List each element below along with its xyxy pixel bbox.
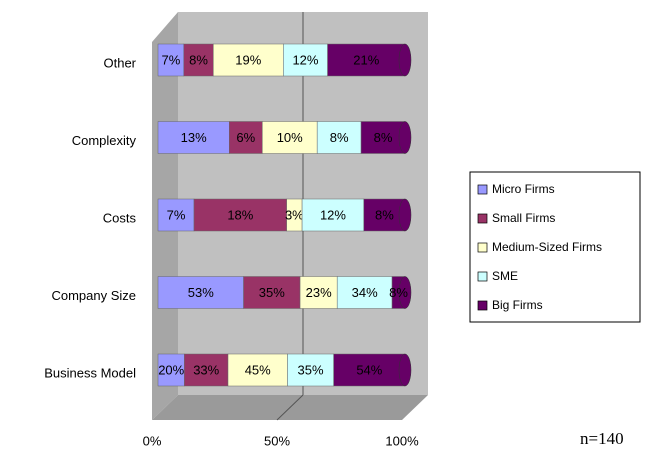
data-label: 35% <box>298 362 324 377</box>
bar-segment <box>327 43 406 77</box>
bar-segment <box>243 276 301 309</box>
y-tick-label: Costs <box>103 210 137 225</box>
bar-end-cap <box>398 43 412 77</box>
data-label: 12% <box>292 52 318 67</box>
bar-segment <box>213 43 284 77</box>
legend-label: Big Firms <box>492 298 543 312</box>
data-label: 23% <box>306 285 332 300</box>
bar-segment <box>157 276 244 309</box>
data-label: 8% <box>389 285 408 300</box>
bar-segment <box>360 121 406 154</box>
legend-label: Medium-Sized Firms <box>492 240 602 254</box>
legend-label: SME <box>492 269 518 283</box>
legend-label: Micro Firms <box>492 182 555 196</box>
bar-segment <box>299 276 338 309</box>
data-label: 13% <box>181 130 207 145</box>
bar-segment <box>363 198 406 232</box>
bar-segment <box>262 121 318 154</box>
data-label: 35% <box>259 285 285 300</box>
bar-segment <box>157 43 185 77</box>
data-label: 18% <box>227 207 253 222</box>
grid-line <box>276 394 304 421</box>
bar-end-cap <box>398 276 412 309</box>
bar-segment <box>184 353 229 387</box>
x-tick-label: 100% <box>385 433 419 448</box>
bar-segment <box>301 198 365 232</box>
data-label: 8% <box>189 52 208 67</box>
legend-swatch <box>477 300 488 311</box>
data-label: 53% <box>188 285 214 300</box>
legend-swatch <box>477 242 488 253</box>
bar-end-cap <box>398 353 412 387</box>
bar-segment <box>336 276 393 309</box>
data-label: 21% <box>353 52 379 67</box>
y-tick-label: Other <box>103 55 136 70</box>
data-label: 8% <box>375 207 394 222</box>
legend-label: Small Firms <box>492 211 555 225</box>
legend-swatch <box>477 184 488 195</box>
y-tick-label: Business Model <box>44 365 136 380</box>
data-label: 8% <box>374 130 393 145</box>
data-label: 6% <box>236 130 255 145</box>
data-label: 54% <box>356 362 382 377</box>
data-label: 7% <box>167 207 186 222</box>
legend-swatch <box>477 271 488 282</box>
y-tick-label: Complexity <box>72 133 137 148</box>
x-tick-label: 0% <box>143 433 162 448</box>
data-label: 10% <box>277 130 303 145</box>
bar-end-cap <box>398 121 412 154</box>
bar-segment <box>227 353 288 387</box>
data-label: 19% <box>235 52 261 67</box>
data-label: 45% <box>245 362 271 377</box>
bar-segment <box>157 353 185 387</box>
legend-swatch <box>477 213 488 224</box>
x-tick-label: 50% <box>264 433 290 448</box>
data-label: 7% <box>162 52 181 67</box>
data-label: 33% <box>193 362 219 377</box>
bar-end-cap <box>398 198 412 232</box>
legend-box <box>469 171 641 323</box>
data-label: 3% <box>285 207 304 222</box>
data-label: 20% <box>158 362 184 377</box>
annotation: n=140 <box>580 429 624 448</box>
bar-segment <box>157 198 195 232</box>
y-tick-label: Company Size <box>51 288 136 303</box>
data-label: 34% <box>352 285 378 300</box>
bar-segment <box>287 353 334 387</box>
data-label: 12% <box>320 207 346 222</box>
bar-segment <box>183 43 214 77</box>
bar-segment <box>193 198 287 232</box>
bar-segment <box>283 43 328 77</box>
data-label: 8% <box>330 130 349 145</box>
